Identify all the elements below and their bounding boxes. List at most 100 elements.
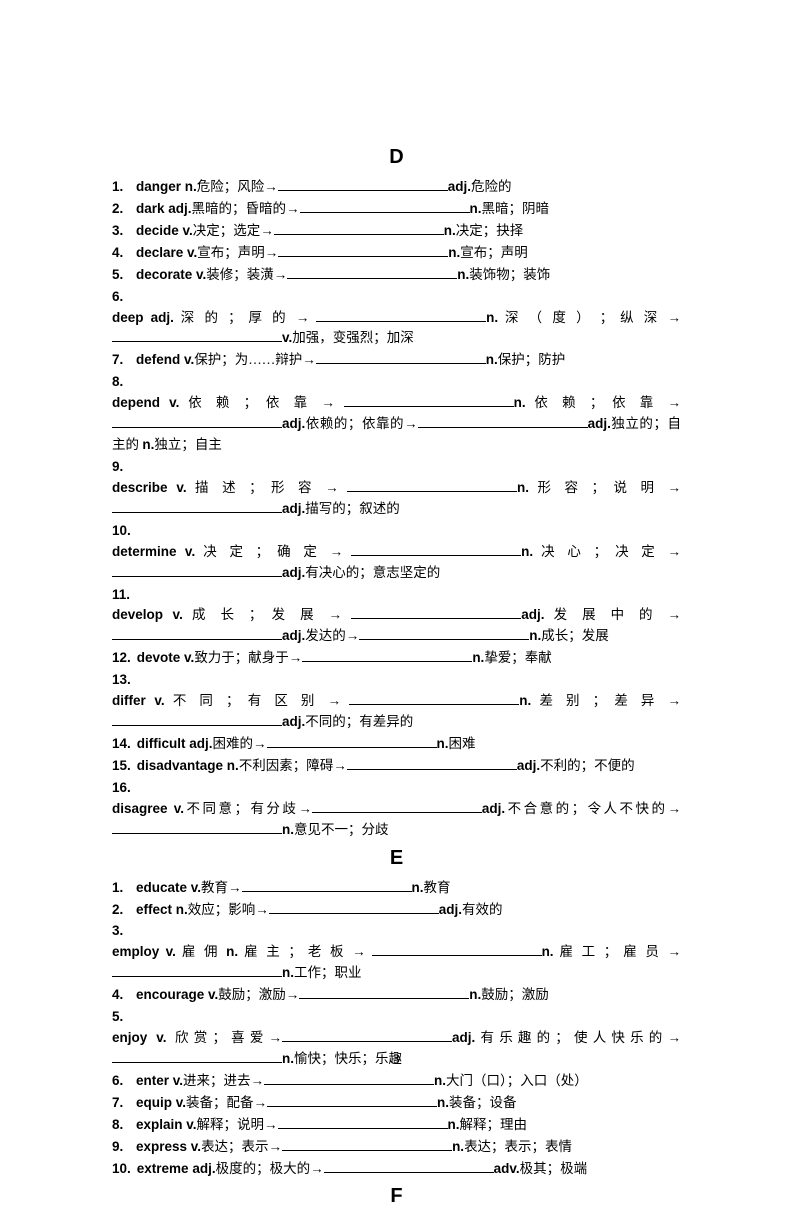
word-pos: n. xyxy=(472,650,484,665)
definition-text: 极度的；极大的→ xyxy=(216,1161,324,1176)
word-pos: differ v. xyxy=(112,693,165,708)
word-pos: adj. xyxy=(439,902,462,917)
entry-content: explain v.解释；说明→n.解释；理由 xyxy=(136,1115,527,1136)
definition-text: 决定；选定→ xyxy=(193,223,274,238)
word-pos: express v. xyxy=(136,1139,201,1154)
definition-text: 危险的 xyxy=(471,179,512,194)
entry-number: 16. xyxy=(112,778,131,799)
word-pos: n. xyxy=(457,267,469,282)
word-pos: adj. xyxy=(452,1030,475,1045)
fill-blank xyxy=(351,542,521,556)
definition-text: 依赖的；依靠的→ xyxy=(305,416,417,431)
definition-text: 大门（口）；入口（处） xyxy=(446,1073,588,1088)
definition-text: 成 长 ； 发 展 → xyxy=(183,607,351,622)
fill-blank xyxy=(264,1071,434,1085)
definition-text: 有乐趣的；使人快乐的→ xyxy=(475,1030,681,1045)
word-pos: adj. xyxy=(282,714,305,729)
entry-number: 10. xyxy=(112,1159,131,1180)
entry-number: 1. xyxy=(112,878,130,899)
fill-blank xyxy=(347,478,517,492)
definition-text: 进来；进去→ xyxy=(183,1073,264,1088)
word-pos: adj. xyxy=(282,565,305,580)
fill-blank xyxy=(112,820,282,834)
word-pos: n. xyxy=(470,201,482,216)
vocab-entry: 4.encourage v.鼓励；激励→n.鼓励；激励 xyxy=(112,985,681,1006)
entry-number: 9. xyxy=(112,1137,130,1158)
definition-text: 有决心的；意志坚定的 xyxy=(305,565,440,580)
definition-text: 解释；说明→ xyxy=(197,1117,278,1132)
word-pos: disadvantage n. xyxy=(137,758,239,773)
vocab-entry: 9.express v.表达；表示→n.表达；表示；表情 xyxy=(112,1137,681,1158)
word-pos: n. xyxy=(282,965,294,980)
entry-number: 15. xyxy=(112,756,131,777)
fill-blank xyxy=(344,393,514,407)
page-number: 3 xyxy=(0,1051,793,1067)
fill-blank xyxy=(349,691,519,705)
vocab-entry: 1.danger n.危险；风险→adj.危险的 xyxy=(112,177,681,198)
entry-content: disagree v.不同意；有分歧→adj.不合意的；令人不快的→n.意见不一… xyxy=(112,799,681,841)
word-pos: depend v. xyxy=(112,395,179,410)
word-pos: adj. xyxy=(588,416,611,431)
definition-text: 表达；表示；表情 xyxy=(464,1139,572,1154)
definition-text: 意见不一；分歧 xyxy=(294,822,389,837)
entry-content: decide v.决定；选定→n.决定；抉择 xyxy=(136,221,523,242)
word-pos: n. xyxy=(517,480,529,495)
word-pos: n. xyxy=(521,544,533,559)
fill-blank xyxy=(359,626,529,640)
fill-blank xyxy=(418,414,588,428)
vocab-entry: 3. decide v.决定；选定→n.决定；抉择 xyxy=(112,221,681,242)
word-pos: n. xyxy=(412,880,424,895)
vocab-entry: 7.defend v.保护；为……辩护→n.保护；防护 xyxy=(112,350,681,371)
definition-text: 保护；为……辩护→ xyxy=(194,352,316,367)
fill-blank xyxy=(274,221,444,235)
vocab-entry: 5.decorate v.装修；装潢→n.装饰物；装饰 xyxy=(112,265,681,286)
entry-number: 7. xyxy=(112,1093,130,1114)
word-pos: n. xyxy=(542,944,554,959)
vocab-entry: 6.deep adj. 深 的 ； 厚 的 → n. 深 （ 度 ） ； 纵 深… xyxy=(112,287,681,350)
vocab-entry: 10.extreme adj.极度的；极大的→adv.极其；极端 xyxy=(112,1159,681,1180)
fill-blank xyxy=(269,900,439,914)
word-pos: n. xyxy=(469,987,481,1002)
definition-text: 雇 工 ； 雇 员 → xyxy=(554,944,681,959)
fill-blank xyxy=(278,177,448,191)
word-pos: describe v. xyxy=(112,480,187,495)
definition-text: 欣赏；喜爱→ xyxy=(166,1030,282,1045)
word-pos: adj. xyxy=(517,758,540,773)
entry-number: 1. xyxy=(112,177,130,198)
entry-content: determine v. 决 定 ； 确 定 → n. 决 心 ； 决 定 → … xyxy=(112,542,681,584)
definition-text: 工作；职业 xyxy=(294,965,362,980)
definition-text: 挚爱；奉献 xyxy=(484,650,552,665)
entry-number: 2. xyxy=(112,900,130,921)
word-pos: n. xyxy=(434,1073,446,1088)
word-pos: n. xyxy=(448,1117,460,1132)
entry-number: 3. xyxy=(112,221,130,242)
definition-text: 解释；理由 xyxy=(460,1117,528,1132)
fill-blank xyxy=(112,712,282,726)
word-pos: adv. xyxy=(494,1161,520,1176)
vocab-entry: 2.dark adj.黑暗的；昏暗的→n.黑暗；阴暗 xyxy=(112,199,681,220)
definition-text: 装饰物；装饰 xyxy=(469,267,550,282)
vocab-entry: 12.devote v.致力于；献身于→n.挚爱；奉献 xyxy=(112,648,681,669)
fill-blank xyxy=(287,265,457,279)
word-pos: adj. xyxy=(448,179,471,194)
word-pos: enter v. xyxy=(136,1073,183,1088)
fill-blank xyxy=(267,1093,437,1107)
vocab-entry: 14.difficult adj.困难的→n.困难 xyxy=(112,734,681,755)
definition-text: 描 述 ； 形 容 → xyxy=(187,480,347,495)
entry-number: 3. xyxy=(112,921,130,942)
vocab-entry: 9.describe v. 描 述 ； 形 容 → n. 形 容 ； 说 明 →… xyxy=(112,457,681,520)
word-pos: adj. xyxy=(282,628,305,643)
fill-blank xyxy=(112,963,282,977)
word-pos: n. xyxy=(437,1095,449,1110)
entry-number: 11. xyxy=(112,585,130,606)
word-pos: n. xyxy=(226,944,238,959)
definition-text: 危险；风险→ xyxy=(197,179,278,194)
entry-number: 5. xyxy=(112,265,130,286)
entry-content: danger n.危险；风险→adj.危险的 xyxy=(136,177,512,198)
definition-text: 黑暗的；昏暗的→ xyxy=(192,201,300,216)
entry-content: deep adj. 深 的 ； 厚 的 → n. 深 （ 度 ） ； 纵 深 →… xyxy=(112,308,681,350)
fill-blank xyxy=(324,1159,494,1173)
word-pos: employ v. xyxy=(112,944,176,959)
entry-content: dark adj.黑暗的；昏暗的→n.黑暗；阴暗 xyxy=(136,199,549,220)
word-pos: difficult adj. xyxy=(137,736,213,751)
